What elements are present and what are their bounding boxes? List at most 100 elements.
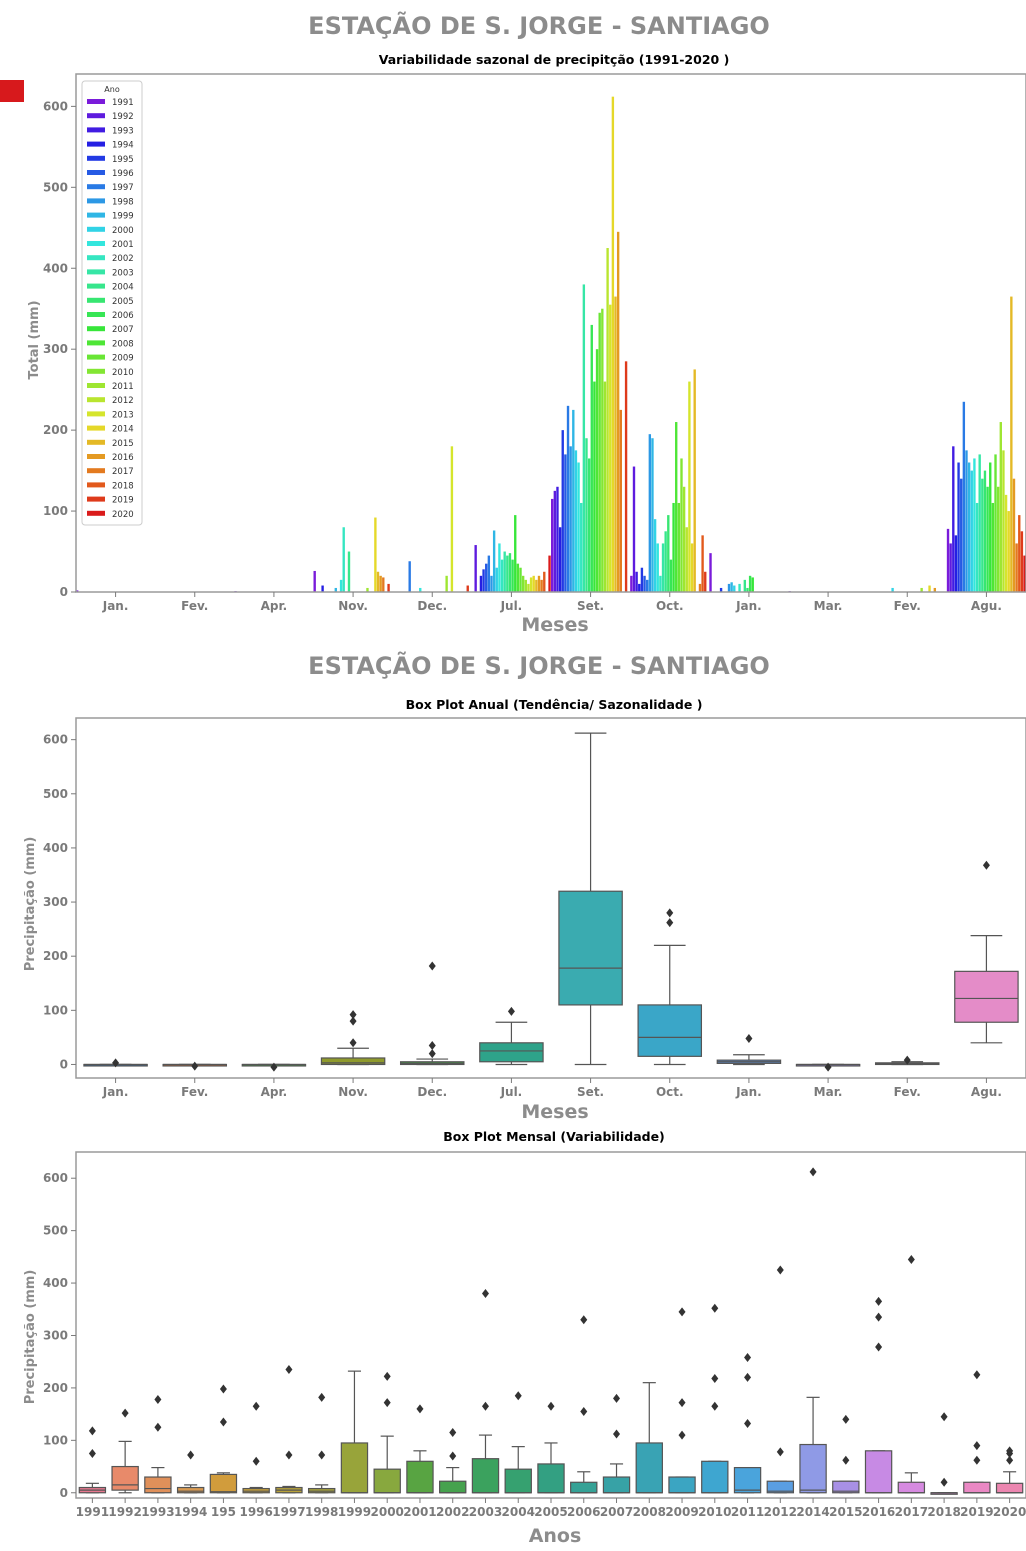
box-body <box>479 1042 544 1063</box>
bar <box>511 559 514 592</box>
bar <box>630 575 633 592</box>
box <box>307 1392 336 1494</box>
bar <box>949 543 952 592</box>
bar <box>991 502 995 592</box>
bar <box>643 575 646 592</box>
bar <box>928 585 931 592</box>
box <box>558 732 623 1066</box>
outlier <box>383 1398 391 1408</box>
chart1-title: Variabilidade sazonal de precipitção (19… <box>378 52 730 67</box>
outlier <box>1006 1446 1014 1456</box>
bar <box>709 553 712 592</box>
outlier <box>809 1167 817 1177</box>
chart3-title: Box Plot Mensal (Variabilidade) <box>443 1129 665 1144</box>
legend-swatch <box>87 439 105 445</box>
legend-swatch <box>87 99 105 104</box>
bar <box>537 575 541 592</box>
bar <box>553 490 557 592</box>
bar <box>450 446 454 592</box>
legend-swatch <box>87 312 105 317</box>
box <box>399 961 465 1066</box>
outlier <box>88 1426 96 1436</box>
bar <box>616 231 620 592</box>
outlier <box>711 1401 719 1411</box>
bar <box>656 543 659 592</box>
bar <box>685 527 688 592</box>
x-tick-label: 2012 <box>764 1505 797 1519</box>
bar <box>659 575 662 592</box>
bar <box>648 434 652 592</box>
outlier <box>187 1450 195 1460</box>
outlier <box>383 1371 391 1381</box>
x-tick-label: 1992 <box>108 1505 141 1519</box>
legend-swatch <box>87 170 105 175</box>
outlier <box>875 1312 883 1322</box>
box-body <box>832 1480 860 1494</box>
box-body <box>144 1476 172 1494</box>
x-tick-label: Nov. <box>338 1085 368 1099</box>
outlier <box>744 1372 752 1382</box>
x-tick-label: 2017 <box>895 1505 928 1519</box>
legend-swatch <box>87 397 105 403</box>
box-body <box>176 1486 205 1494</box>
bar <box>672 502 675 592</box>
y-tick-label: 200 <box>43 423 68 437</box>
bar <box>698 583 702 592</box>
outlier <box>666 908 674 918</box>
bar <box>891 587 894 592</box>
outlier <box>982 860 990 870</box>
bar <box>624 361 628 592</box>
box-body <box>504 1468 532 1494</box>
y-tick-label: 100 <box>43 1433 68 1447</box>
legend-label: 2000 <box>112 226 134 236</box>
x-tick-label: Agu. <box>971 599 1002 613</box>
box <box>111 1408 139 1494</box>
x-tick-label: 2015 <box>829 1505 862 1519</box>
outlier <box>514 1391 522 1401</box>
outlier <box>973 1370 981 1380</box>
box <box>78 1426 107 1494</box>
bar <box>677 502 681 592</box>
x-tick-label: 1999 <box>338 1505 371 1519</box>
x-tick-label: Oct. <box>656 599 684 613</box>
bar <box>632 466 636 592</box>
bar <box>727 583 731 592</box>
bar <box>514 515 517 592</box>
bar <box>967 462 971 592</box>
box-body <box>320 1057 386 1066</box>
bar <box>524 579 527 592</box>
box <box>954 860 1019 1044</box>
bar <box>582 284 586 592</box>
x-tick-label: 1998 <box>305 1505 338 1519</box>
legend-swatch <box>87 368 105 374</box>
outlier <box>270 1062 278 1072</box>
box <box>963 1370 991 1494</box>
x-tick-label: 2001 <box>403 1505 436 1519</box>
y-tick-label: 300 <box>43 342 68 356</box>
legend-swatch <box>87 510 105 516</box>
bar <box>548 555 551 592</box>
y-tick-label: 100 <box>43 1003 68 1017</box>
y-tick-label: 300 <box>43 1328 68 1342</box>
x-tick-label: Fev. <box>894 599 921 613</box>
legend-swatch <box>87 241 105 246</box>
outlier <box>428 1041 436 1051</box>
box <box>241 1062 307 1072</box>
outlier <box>711 1303 719 1313</box>
bar <box>587 458 591 592</box>
y-tick-label: 500 <box>43 180 68 194</box>
outlier <box>678 1430 686 1440</box>
bar <box>508 553 512 592</box>
bar <box>609 304 612 592</box>
box-body <box>954 970 1019 1023</box>
box <box>406 1404 434 1494</box>
box-body <box>995 1482 1024 1494</box>
box <box>471 1289 500 1494</box>
bar <box>954 535 958 592</box>
outlier <box>112 1058 120 1068</box>
legend-swatch <box>87 496 105 502</box>
bar <box>572 409 575 592</box>
outlier <box>842 1414 850 1424</box>
outlier <box>776 1265 784 1275</box>
bar <box>719 587 723 592</box>
